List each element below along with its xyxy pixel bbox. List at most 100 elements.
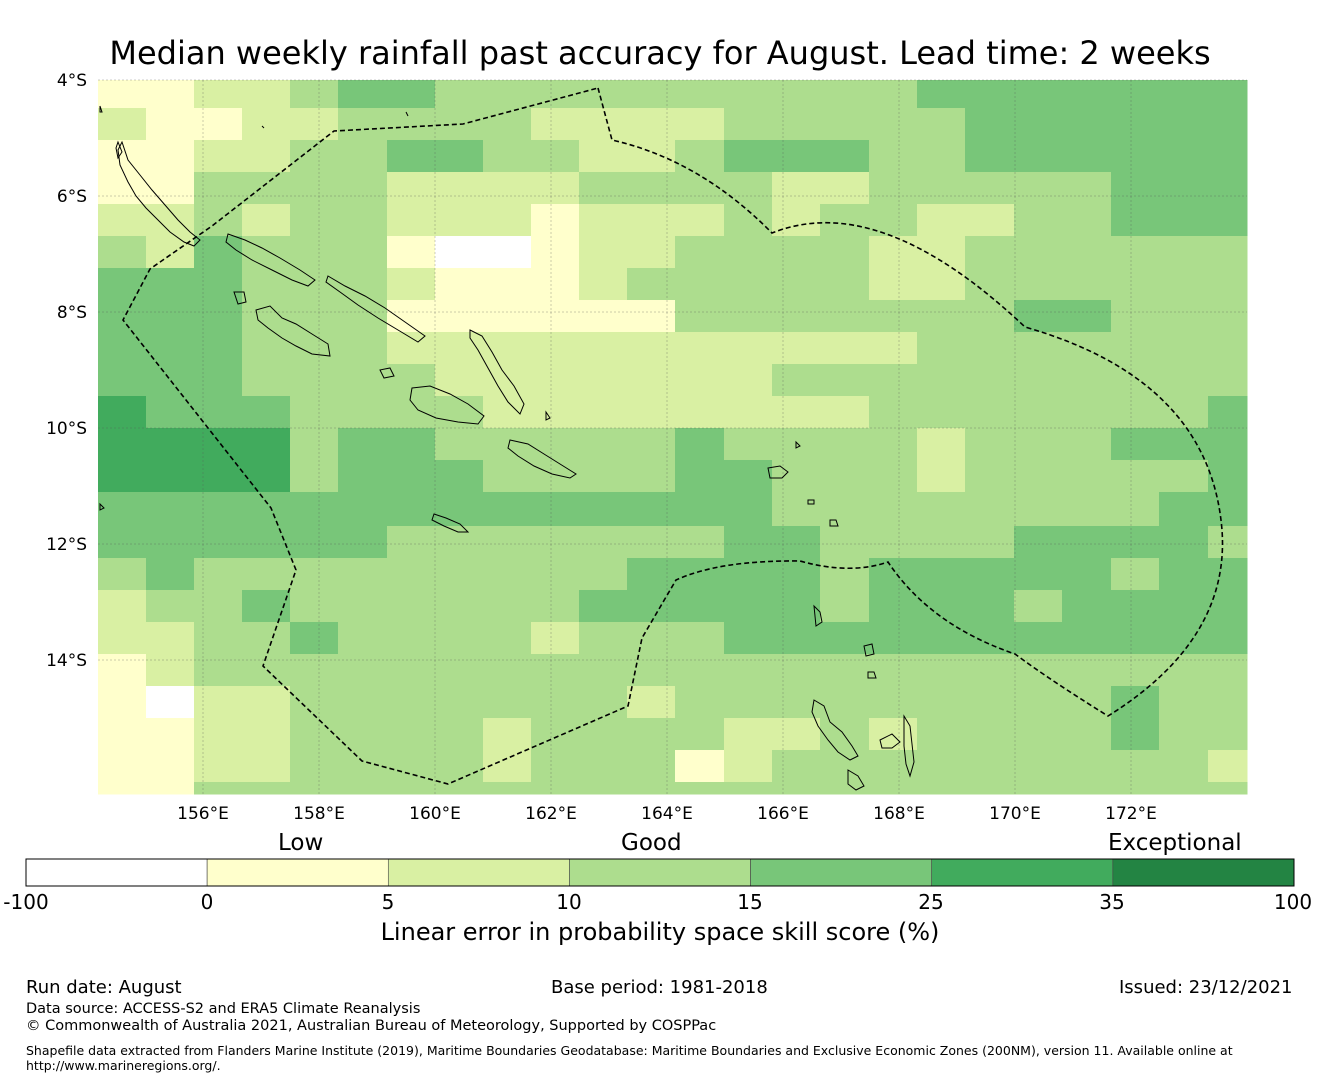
skill-cell [627, 686, 676, 719]
skill-cell [146, 140, 195, 173]
skill-cell [820, 558, 870, 591]
skill-cell [1014, 428, 1063, 461]
skill-cell [1014, 236, 1063, 269]
skill-cell [1159, 428, 1209, 461]
skill-cell [146, 204, 195, 237]
skill-cell [820, 396, 870, 429]
skill-cell [1111, 686, 1160, 719]
skill-cell [917, 172, 966, 205]
island-espiritu-santo [811, 699, 859, 761]
skill-cell [531, 492, 580, 527]
skill-cell [242, 654, 291, 687]
skill-cell [1208, 526, 1248, 559]
skill-cell [917, 782, 966, 795]
skill-cell [1014, 268, 1063, 301]
skill-cell [724, 622, 773, 655]
skill-cell [338, 526, 388, 559]
skill-cell [531, 428, 580, 461]
skill-cell [579, 300, 628, 333]
skill-cell [627, 750, 676, 783]
skill-cell [98, 492, 147, 527]
colorbar-segment [206, 858, 389, 887]
skill-cell [1062, 526, 1112, 559]
skill-cell [1208, 558, 1248, 591]
skill-cell [772, 654, 821, 687]
skill-cell [387, 526, 436, 559]
skill-cell [675, 300, 725, 333]
skill-cell [194, 268, 243, 301]
skill-cell [724, 172, 773, 205]
skill-cell [387, 492, 436, 527]
skill-cell [290, 654, 339, 687]
skill-cell [98, 268, 147, 301]
colorbar-title: Linear error in probability space skill … [380, 918, 940, 946]
skill-cell [483, 782, 532, 795]
skill-cell [531, 460, 580, 493]
skill-cell [531, 782, 580, 795]
skill-cell [1208, 686, 1248, 719]
skill-cell [965, 108, 1015, 141]
skill-cell [483, 718, 532, 751]
skill-cell [1159, 80, 1209, 109]
category-good: Good [621, 830, 682, 856]
skill-cell [627, 396, 676, 429]
island-santa-isabel [325, 275, 426, 343]
skill-cell [435, 80, 484, 109]
skill-cell [1014, 140, 1063, 173]
skill-cell [627, 236, 676, 269]
skill-cell [290, 782, 339, 795]
skill-cell [98, 590, 147, 623]
skill-cell [290, 332, 339, 365]
skill-cell [98, 654, 147, 687]
skill-cell [675, 108, 725, 141]
skill-cell [724, 204, 773, 237]
skill-cell [194, 364, 243, 397]
skill-cell [869, 718, 918, 751]
skill-cell [98, 428, 147, 461]
skill-cell [146, 300, 195, 333]
skill-cell [1159, 558, 1209, 591]
skill-cell [435, 172, 484, 205]
skill-cell [627, 108, 676, 141]
skill-cell [1208, 332, 1248, 365]
skill-cell [869, 460, 918, 493]
skill-cell [1014, 492, 1063, 527]
skill-cell [772, 750, 821, 783]
skill-cell [1062, 172, 1112, 205]
skill-cell [483, 558, 532, 591]
skill-grid [98, 80, 1248, 795]
skill-cell [772, 364, 821, 397]
skill-cell [1111, 622, 1160, 655]
skill-cell [483, 108, 532, 141]
skill-cell [675, 782, 725, 795]
skill-cell [1111, 460, 1160, 493]
skill-cell [1159, 172, 1209, 205]
skill-cell [1111, 204, 1160, 237]
skill-cell [772, 718, 821, 751]
skill-cell [338, 686, 388, 719]
skill-cell [820, 750, 870, 783]
island-choiseul [225, 233, 316, 287]
skill-cell [579, 558, 628, 591]
skill-cell [1159, 718, 1209, 751]
skill-cell [579, 140, 628, 173]
skill-cell [772, 300, 821, 333]
skill-cell [98, 332, 147, 365]
skill-cell [869, 782, 918, 795]
longitude-label: 156°E [177, 804, 229, 824]
skill-cell [965, 268, 1015, 301]
skill-cell [1014, 364, 1063, 397]
skill-cell [242, 750, 291, 783]
skill-cell [146, 558, 195, 591]
island-buka [115, 140, 123, 160]
skill-cell [1111, 80, 1160, 109]
skill-cell [772, 460, 821, 493]
skill-cell [1111, 428, 1160, 461]
skill-cell [531, 654, 580, 687]
skill-cell [1208, 268, 1248, 301]
skill-cell [290, 590, 339, 623]
skill-cell [435, 492, 484, 527]
skill-cell [242, 558, 291, 591]
skill-cell [869, 558, 918, 591]
colorbar-tick-label: 0 [200, 890, 214, 914]
